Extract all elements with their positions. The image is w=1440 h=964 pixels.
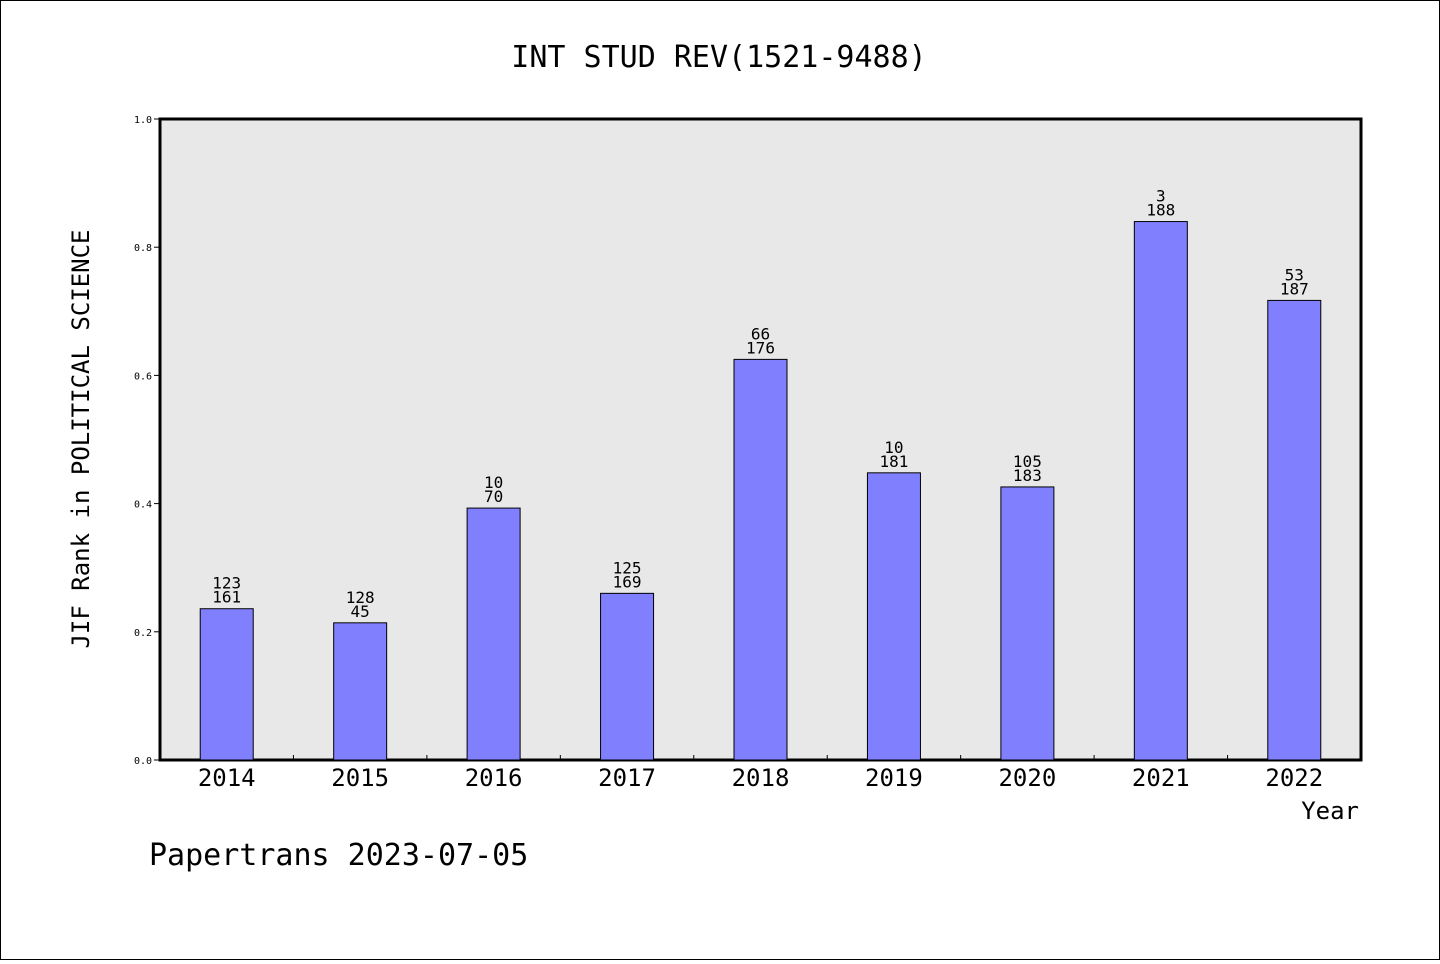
y-tick-label: 0.2 — [134, 628, 152, 639]
x-tick-label: 2019 — [865, 764, 923, 792]
y-tick-label: 0.0 — [134, 756, 152, 767]
bar-label-rank: 66 — [751, 324, 770, 343]
bar-2015 — [333, 622, 388, 761]
bar-label-rank: 53 — [1285, 265, 1304, 284]
bar-label-total: 169 — [613, 572, 642, 591]
y-axis: 0.0 0.2 0.4 0.6 0.8 1.0 — [134, 115, 160, 767]
bar-2019 — [866, 472, 921, 761]
bar-label-total: 187 — [1280, 279, 1309, 298]
bar-2021 — [1133, 221, 1188, 761]
y-tick-label: 0.4 — [134, 500, 152, 511]
x-axis-label: Year — [1301, 797, 1359, 825]
bar-label-rank: 10 — [884, 438, 903, 457]
bar-label-total: 181 — [879, 452, 908, 471]
bar-2022 — [1267, 299, 1322, 761]
bar-2018 — [733, 358, 788, 761]
x-tick-label: 2022 — [1265, 764, 1323, 792]
bar-2016 — [466, 507, 521, 761]
bar-label-rank: 123 — [212, 574, 241, 593]
bar-2017 — [600, 592, 655, 761]
x-tick-label: 2014 — [198, 764, 256, 792]
bar-label-total: 176 — [746, 338, 775, 357]
x-tick-label: 2020 — [998, 764, 1056, 792]
y-tick-label: 0.8 — [134, 243, 152, 254]
bar-label-total: 161 — [212, 588, 241, 607]
bar-label-total: 188 — [1146, 201, 1175, 220]
x-axis: 2014 2015 2016 2017 2018 2019 2020 2021 2022 — [198, 755, 1323, 792]
bar-label-total: 183 — [1013, 466, 1042, 485]
bar-label-rank: 3 — [1156, 187, 1166, 206]
chart-title: INT STUD REV(1521-9488) — [511, 40, 926, 75]
y-tick-label: 0.6 — [134, 371, 152, 382]
footer-text: Papertrans 2023-07-05 — [149, 838, 528, 873]
x-tick-label: 2021 — [1132, 764, 1190, 792]
bar-2014 — [199, 608, 254, 761]
bar-2020 — [1000, 486, 1055, 761]
bars-group — [199, 221, 1322, 761]
x-tick-label: 2018 — [732, 764, 790, 792]
y-tick-label: 1.0 — [134, 115, 152, 126]
bar-label-rank: 105 — [1013, 452, 1042, 471]
y-axis-label: JIF Rank in POLITICAL SCIENCE — [67, 229, 95, 648]
x-tick-label: 2015 — [331, 764, 389, 792]
bar-label-rank: 10 — [484, 473, 503, 492]
bar-label-total: 70 — [484, 487, 503, 506]
bar-label-rank: 125 — [613, 558, 642, 577]
x-tick-label: 2017 — [598, 764, 656, 792]
x-tick-label: 2016 — [465, 764, 523, 792]
bar-label-total: 45 — [351, 602, 370, 621]
bar-label-rank: 128 — [346, 588, 375, 607]
